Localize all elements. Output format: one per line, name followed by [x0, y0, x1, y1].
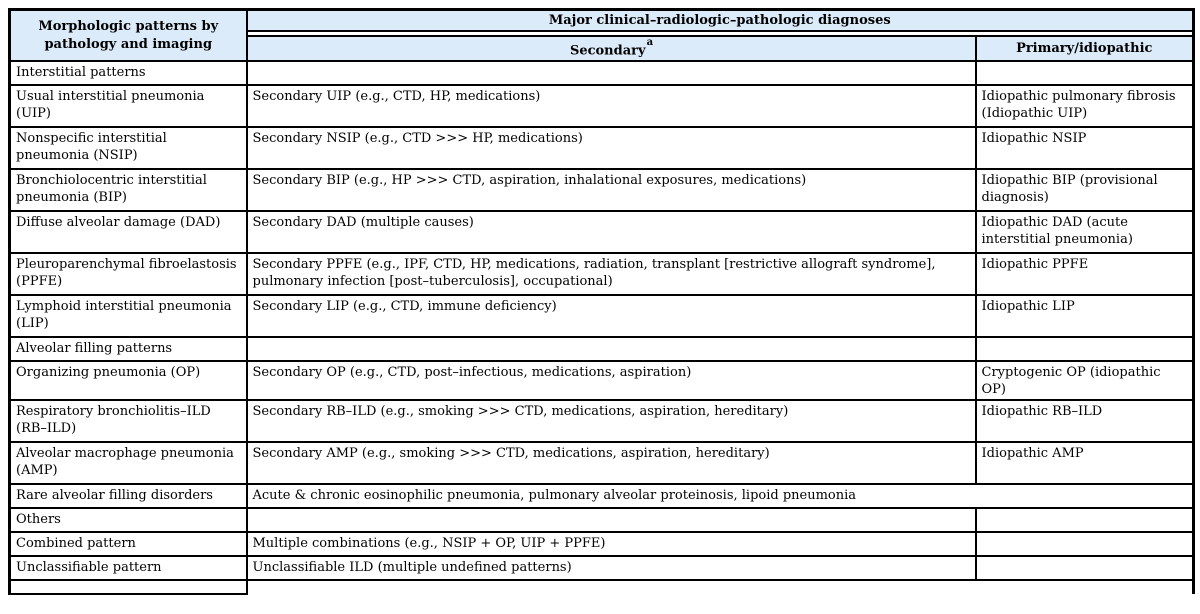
pattern-cell: Lymphoid interstitial pneumonia (LIP) [8, 294, 248, 339]
secondary-cell: Multiple combinations (e.g., NSIP + OP, … [245, 531, 977, 558]
primary-cell: Idiopathic pulmonary fibrosis (Idiopathi… [974, 84, 1195, 129]
pattern-cell: Organizing pneumonia (OP) [8, 360, 248, 402]
double-rule-gap [245, 30, 1195, 37]
diagnoses-table: Morphologic patterns by pathology and im… [8, 8, 1195, 596]
pattern-cell: Unclassifiable pattern [8, 555, 248, 582]
pattern-cell: Others [8, 507, 248, 534]
primary-cell [974, 336, 1195, 363]
table-row-op: Organizing pneumonia (OP) Secondary OP (… [8, 360, 1195, 402]
table-row-rare-alveolar-filling-disorders: Rare alveolar filling disorders Acute & … [8, 483, 1195, 510]
secondary-cell-merged: Acute & chronic eosinophilic pneumonia, … [245, 483, 1195, 510]
pattern-cell: Pleuroparenchymal fibroelastosis (PPFE) [8, 252, 248, 297]
pattern-cell: Diffuse alveolar damage (DAD) [8, 210, 248, 255]
secondary-cell: Secondary LIP (e.g., CTD, immune deficie… [245, 294, 977, 339]
secondary-cell: Secondary NSIP (e.g., CTD >>> HP, medica… [245, 126, 977, 171]
pattern-cell: Nonspecific interstitial pneumonia (NSIP… [8, 126, 248, 171]
pattern-cell: Combined pattern [8, 531, 248, 558]
secondary-cell [245, 336, 977, 363]
table-row-others: Others [8, 507, 1195, 534]
corner-header-morphologic-patterns: Morphologic patterns by pathology and im… [8, 8, 248, 63]
table-row-amp: Alveolar macrophage pneumonia (AMP) Seco… [8, 441, 1195, 486]
secondary-header-label: Secondary [569, 43, 646, 59]
double-rule [10, 30, 1195, 37]
table-row-combined-pattern: Combined pattern Multiple combinations (… [8, 531, 1195, 558]
pattern-cell: Respiratory bronchiolitis–ILD (RB–ILD) [8, 399, 248, 444]
pattern-cell: Alveolar macrophage pneumonia (AMP) [8, 441, 248, 486]
secondary-cell: Unclassifiable ILD (multiple undefined p… [245, 555, 977, 582]
table-row-lip: Lymphoid interstitial pneumonia (LIP) Se… [8, 294, 1195, 339]
pattern-cell: Alveolar filling patterns [8, 336, 248, 363]
pattern-cell: Rare alveolar filling disorders [8, 483, 248, 510]
primary-cell [974, 507, 1195, 534]
footnote-marker-a: a [646, 37, 654, 48]
primary-cell: Idiopathic DAD (acute interstitial pneum… [974, 210, 1195, 255]
secondary-cell-merged [245, 579, 1195, 595]
primary-cell: Idiopathic NSIP [974, 126, 1195, 171]
primary-cell [974, 555, 1195, 582]
primary-cell [974, 60, 1195, 87]
table-row-ppfe: Pleuroparenchymal fibroelastosis (PPFE) … [8, 252, 1195, 297]
secondary-cell: Secondary DAD (multiple causes) [245, 210, 977, 255]
pattern-cell [8, 579, 248, 596]
pattern-cell: Usual interstitial pneumonia (UIP) [8, 84, 248, 129]
secondary-cell: Secondary AMP (e.g., smoking >>> CTD, me… [245, 441, 977, 486]
primary-cell: Idiopathic RB–ILD [974, 399, 1195, 444]
column-header-secondary: Secondarya [245, 34, 977, 63]
secondary-cell: Secondary RB–ILD (e.g., smoking >>> CTD,… [245, 399, 977, 444]
table-row-rb-ild: Respiratory bronchiolitis–ILD (RB–ILD) S… [8, 399, 1195, 444]
primary-cell: Idiopathic LIP [974, 294, 1195, 339]
primary-cell: Cryptogenic OP (idiopathic OP) [974, 360, 1195, 402]
primary-cell [974, 531, 1195, 558]
table-row-alveolar-filling-patterns: Alveolar filling patterns [8, 336, 1195, 363]
secondary-cell: Secondary BIP (e.g., HP >>> CTD, aspirat… [245, 168, 977, 213]
pattern-cell: Bronchiolocentric interstitial pneumonia… [8, 168, 248, 213]
secondary-cell: Secondary UIP (e.g., CTD, HP, medication… [245, 84, 977, 129]
table-row-dad: Diffuse alveolar damage (DAD) Secondary … [8, 210, 1195, 255]
secondary-cell: Secondary OP (e.g., CTD, post–infectious… [245, 360, 977, 402]
table-row-bip: Bronchiolocentric interstitial pneumonia… [8, 168, 1195, 213]
span-header-major-diagnoses: Major clinical–radiologic–pathologic dia… [245, 8, 1195, 32]
secondary-cell: Secondary PPFE (e.g., IPF, CTD, HP, medi… [245, 252, 977, 297]
table-row-cutoff [8, 579, 1195, 596]
pattern-cell: Interstitial patterns [8, 60, 248, 87]
secondary-cell [245, 507, 977, 534]
primary-cell: Idiopathic AMP [974, 441, 1195, 486]
table-row-uip: Usual interstitial pneumonia (UIP) Secon… [8, 84, 1195, 129]
primary-cell: Idiopathic PPFE [974, 252, 1195, 297]
secondary-cell [245, 60, 977, 87]
table-row-nsip: Nonspecific interstitial pneumonia (NSIP… [8, 126, 1195, 171]
table-row-interstitial-patterns: Interstitial patterns [8, 60, 1195, 87]
table-row-unclassifiable-pattern: Unclassifiable pattern Unclassifiable IL… [8, 555, 1195, 582]
column-header-primary-idiopathic: Primary/idiopathic [974, 34, 1195, 63]
primary-cell: Idiopathic BIP (provisional diagnosis) [974, 168, 1195, 213]
